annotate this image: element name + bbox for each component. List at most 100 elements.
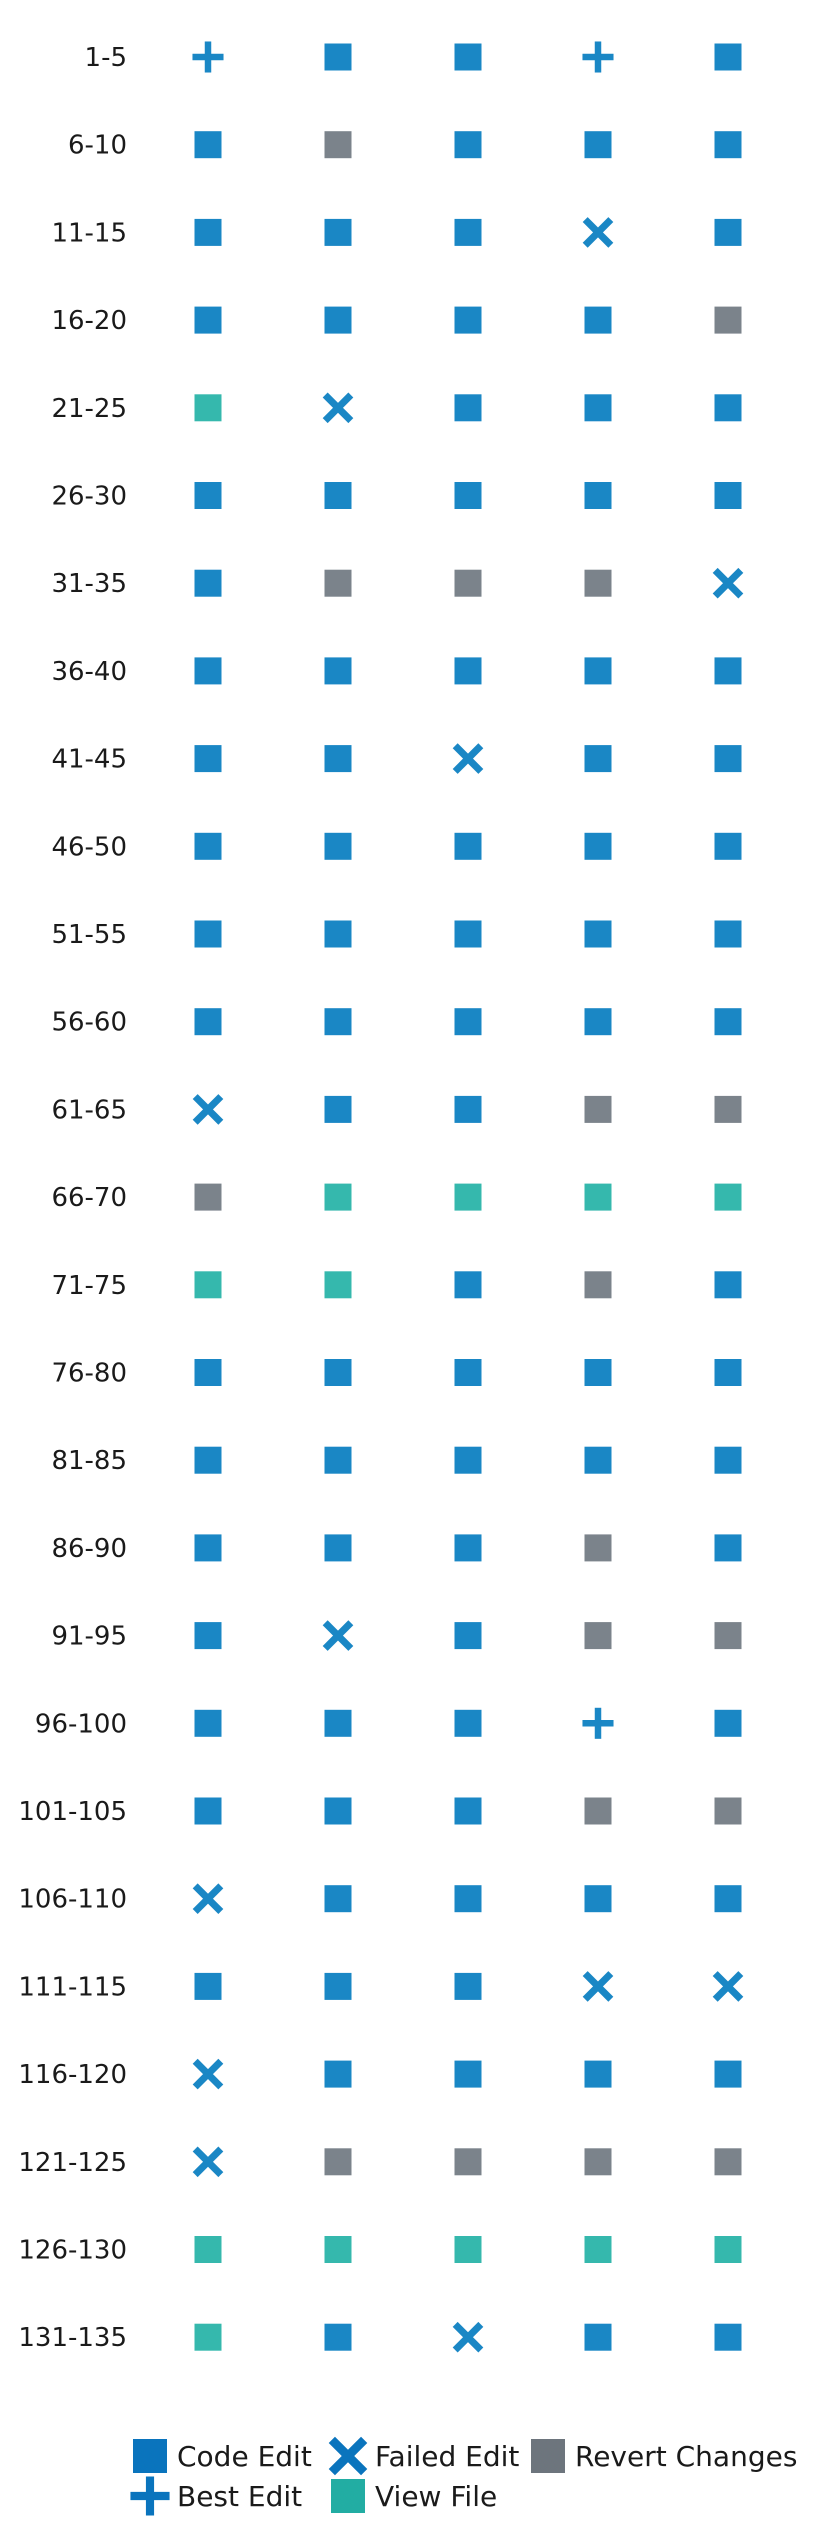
row-label: 116-120 [18,2060,127,2090]
row-label: 36-40 [51,657,127,687]
chart-row: 66-70 [51,1183,742,1213]
marker-code-edit [714,218,742,246]
legend-marker-failed-edit [328,2436,368,2476]
row-label: 66-70 [51,1183,127,1213]
marker-code-edit [194,657,222,685]
marker-revert-changes [584,1095,612,1123]
marker-code-edit [194,482,222,509]
row-label: 26-30 [51,482,127,512]
chart-row: 76-80 [51,1359,742,1389]
row-label: 31-35 [51,569,127,599]
marker-code-edit [714,1271,742,1299]
chart-row: 1-5 [85,41,742,73]
marker-code-edit [584,482,612,509]
marker-failed-edit [452,2321,484,2353]
marker-view-file [194,2236,222,2263]
marker-revert-changes [584,1534,612,1562]
marker-code-edit [714,1008,742,1036]
chart-row: 106-110 [18,1883,742,1915]
marker-code-edit [454,1271,482,1299]
marker-code-edit [194,745,222,773]
marker-code-edit [454,2060,482,2088]
row-label: 21-25 [51,394,127,424]
marker-code-edit [454,832,482,860]
chart-row: 111-115 [18,1971,744,2002]
chart-rows: 1-5 6-10 11-15 16-20 21-25 26-30 31-35 36-40 41-… [18,41,744,2353]
chart-row: 101-105 [18,1797,742,1827]
marker-failed-edit [582,217,614,248]
marker-code-edit [194,920,222,948]
row-label: 51-55 [51,920,127,950]
chart-row: 6-10 [68,131,742,161]
marker-revert-changes [714,1797,742,1825]
marker-code-edit [714,1359,742,1386]
marker-code-edit [584,2060,612,2088]
legend-item-view-file: View File [331,2479,497,2513]
marker-code-edit [324,1446,352,1474]
marker-code-edit [324,218,352,246]
row-label: 11-15 [51,218,127,248]
marker-code-edit [324,1008,352,1036]
chart-row: 91-95 [51,1620,742,1652]
chart-row: 51-55 [51,920,742,950]
chart-row: 61-65 [51,1094,742,1125]
marker-failed-edit [322,1620,354,1651]
marker-code-edit [714,1446,742,1474]
marker-view-file [454,1183,482,1211]
marker-code-edit [324,482,352,509]
marker-revert-changes [584,2148,612,2176]
marker-revert-changes [714,306,742,334]
legend-label: View File [375,2480,497,2513]
marker-revert-changes [194,1183,222,1211]
marker-code-edit [324,1797,352,1825]
marker-code-edit [324,1095,352,1123]
marker-code-edit [584,394,612,422]
marker-code-edit [714,394,742,422]
marker-failed-edit [712,567,744,599]
marker-code-edit [324,1359,352,1386]
marker-code-edit [454,1622,482,1650]
marker-code-edit [714,131,742,159]
marker-code-edit [584,920,612,948]
chart-row: 36-40 [51,657,742,687]
marker-code-edit [454,1797,482,1825]
marker-failed-edit [582,1971,614,2002]
marker-code-edit [194,1797,222,1825]
marker-code-edit [714,1709,742,1737]
marker-code-edit [324,2323,352,2351]
marker-revert-changes [584,1271,612,1299]
legend-label: Best Edit [177,2480,302,2513]
marker-code-edit [194,1534,222,1562]
marker-view-file [324,1271,352,1299]
marker-code-edit [584,131,612,159]
marker-revert-changes [714,2148,742,2176]
marker-code-edit [584,745,612,773]
legend-item-code-edit: Code Edit [133,2439,312,2473]
marker-code-edit [194,306,222,334]
marker-code-edit [584,1008,612,1036]
marker-code-edit [714,1885,742,1913]
marker-code-edit [194,1622,222,1650]
marker-revert-changes [324,569,352,597]
marker-code-edit [454,1008,482,1036]
marker-view-file [454,2236,482,2263]
marker-revert-changes [714,1622,742,1650]
marker-view-file [194,2323,222,2351]
chart-row: 131-135 [18,2321,742,2353]
marker-view-file [714,2236,742,2263]
marker-revert-changes [584,1797,612,1825]
marker-code-edit [454,394,482,422]
marker-revert-changes [584,569,612,597]
row-label: 1-5 [85,43,127,73]
marker-code-edit [584,1446,612,1474]
marker-view-file [324,2236,352,2263]
row-label: 56-60 [51,1008,127,1038]
marker-code-edit [454,920,482,948]
chart-row: 11-15 [51,217,742,248]
marker-code-edit [194,569,222,597]
marker-view-file [324,1183,352,1211]
marker-code-edit [194,832,222,860]
marker-code-edit [324,1885,352,1913]
marker-code-edit [454,482,482,509]
